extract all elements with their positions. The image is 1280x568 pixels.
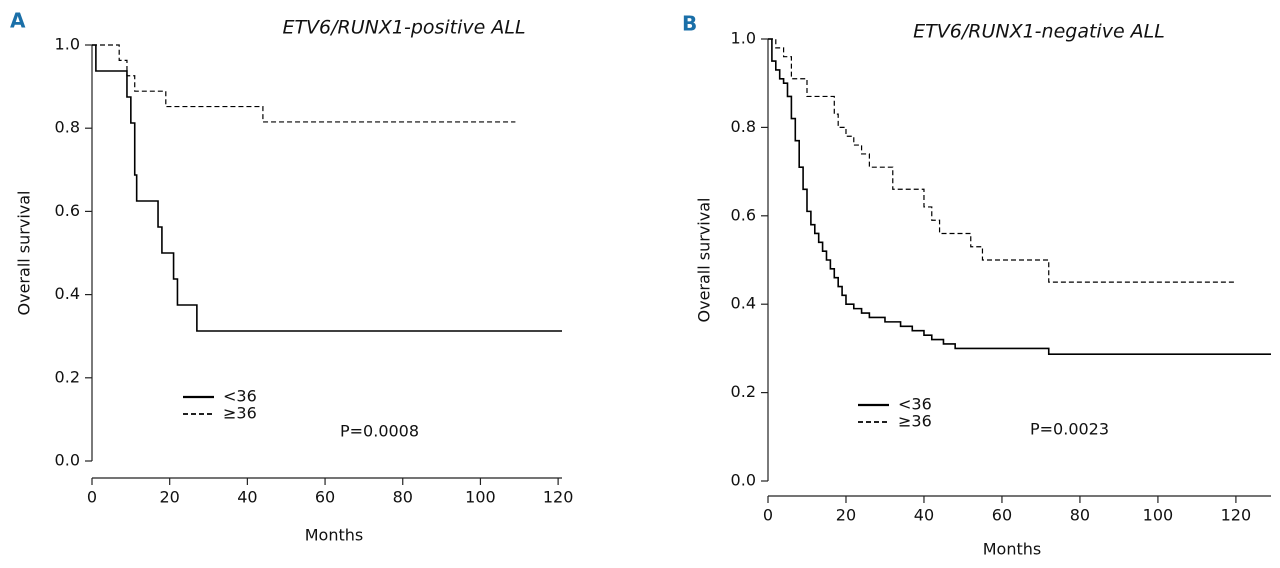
p-value: P=0.0008	[340, 422, 419, 441]
x-tick-label: 100	[1143, 506, 1174, 525]
y-tick-label: 1.0	[731, 29, 756, 48]
y-tick-label: 0.8	[55, 118, 80, 137]
x-tick-label: 80	[1070, 506, 1090, 525]
x-tick-label: 20	[160, 488, 180, 507]
x-axis-label: Months	[305, 526, 363, 545]
y-tick-label: 0.8	[731, 117, 756, 136]
p-value: P=0.0023	[1030, 420, 1109, 439]
x-tick-label: 100	[465, 488, 496, 507]
x-tick-label: 0	[87, 488, 97, 507]
x-axis-label: Months	[983, 540, 1041, 559]
x-tick-label: 60	[992, 506, 1012, 525]
legend-label: ≥36	[898, 412, 932, 431]
x-tick-label: 0	[763, 506, 773, 525]
legend-label: ≥36	[223, 404, 257, 423]
panel-label: A	[10, 9, 26, 33]
y-tick-label: 0.2	[55, 367, 80, 386]
y-axis-label: Overall survival	[15, 191, 34, 316]
y-tick-label: 0.4	[731, 294, 756, 313]
y-tick-label: 0.6	[731, 205, 756, 224]
x-tick-label: 60	[315, 488, 335, 507]
x-tick-label: 20	[836, 506, 856, 525]
x-tick-label: 80	[393, 488, 413, 507]
x-tick-label: 40	[237, 488, 257, 507]
y-tick-label: 0.6	[55, 201, 80, 220]
y-tick-label: 0.4	[55, 284, 80, 303]
y-tick-label: 0.2	[731, 382, 756, 401]
y-axis-label: Overall survival	[695, 198, 714, 323]
x-tick-label: 120	[1221, 506, 1252, 525]
chart-title: ETV6/RUNX1-negative ALL	[913, 21, 1165, 43]
y-tick-label: 0.0	[55, 451, 80, 470]
legend-label: <36	[223, 387, 257, 406]
survival-curve	[768, 38, 1236, 283]
chart-title: ETV6/RUNX1-positive ALL	[282, 17, 525, 39]
survival-curve	[92, 44, 562, 332]
x-tick-label: 40	[914, 506, 934, 525]
survival-curve	[768, 38, 1271, 355]
survival-curve	[92, 44, 516, 123]
y-tick-label: 0.0	[731, 471, 756, 490]
y-tick-label: 1.0	[55, 35, 80, 54]
legend-label: <36	[898, 395, 932, 414]
panel-label: B	[682, 12, 697, 36]
x-tick-label: 120	[543, 488, 574, 507]
